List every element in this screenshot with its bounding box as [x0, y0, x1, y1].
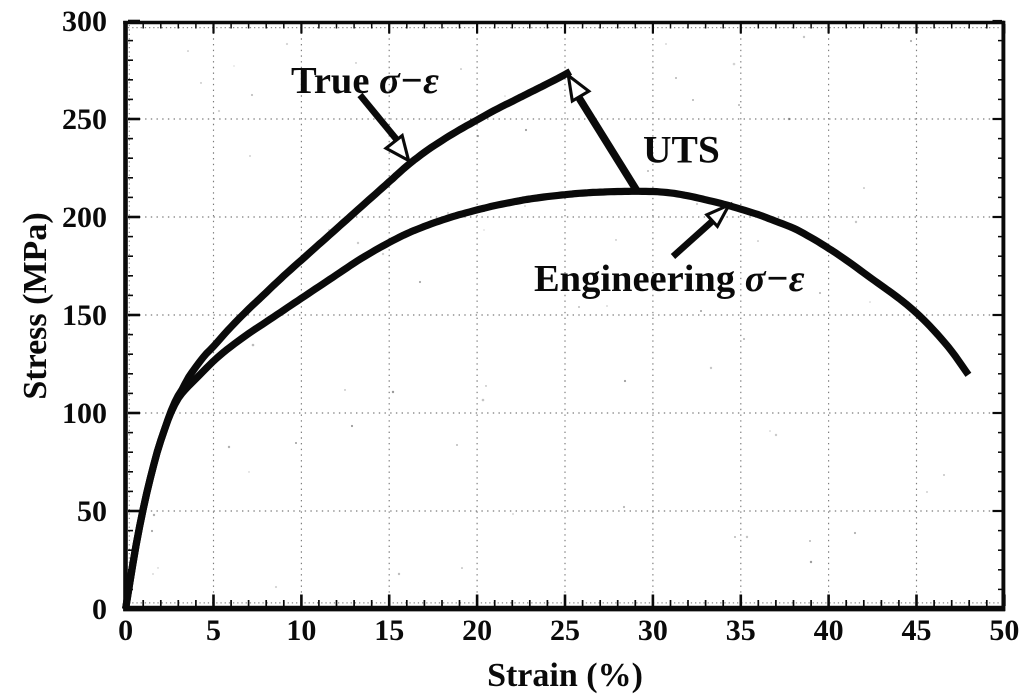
svg-text:10: 10 — [286, 614, 316, 647]
svg-text:35: 35 — [726, 614, 756, 647]
svg-text:100: 100 — [62, 397, 107, 430]
svg-text:Stress (MPa): Stress (MPa) — [17, 212, 54, 399]
svg-text:150: 150 — [62, 299, 107, 332]
svg-text:0: 0 — [92, 593, 107, 626]
svg-text:True σ−ε: True σ−ε — [291, 60, 439, 102]
svg-text:UTS: UTS — [643, 128, 720, 172]
svg-text:15: 15 — [374, 614, 404, 647]
svg-text:5: 5 — [206, 614, 221, 647]
svg-text:300: 300 — [62, 5, 107, 38]
svg-text:30: 30 — [638, 614, 668, 647]
svg-text:0: 0 — [118, 614, 133, 647]
svg-text:Engineering σ−ε: Engineering σ−ε — [534, 258, 805, 300]
svg-text:20: 20 — [462, 614, 492, 647]
svg-text:200: 200 — [62, 201, 107, 234]
svg-text:45: 45 — [902, 614, 932, 647]
svg-text:50: 50 — [77, 495, 107, 528]
svg-text:250: 250 — [62, 103, 107, 136]
svg-text:25: 25 — [550, 614, 580, 647]
svg-text:40: 40 — [814, 614, 844, 647]
svg-text:Strain (%): Strain (%) — [487, 657, 643, 694]
svg-text:50: 50 — [989, 614, 1019, 647]
